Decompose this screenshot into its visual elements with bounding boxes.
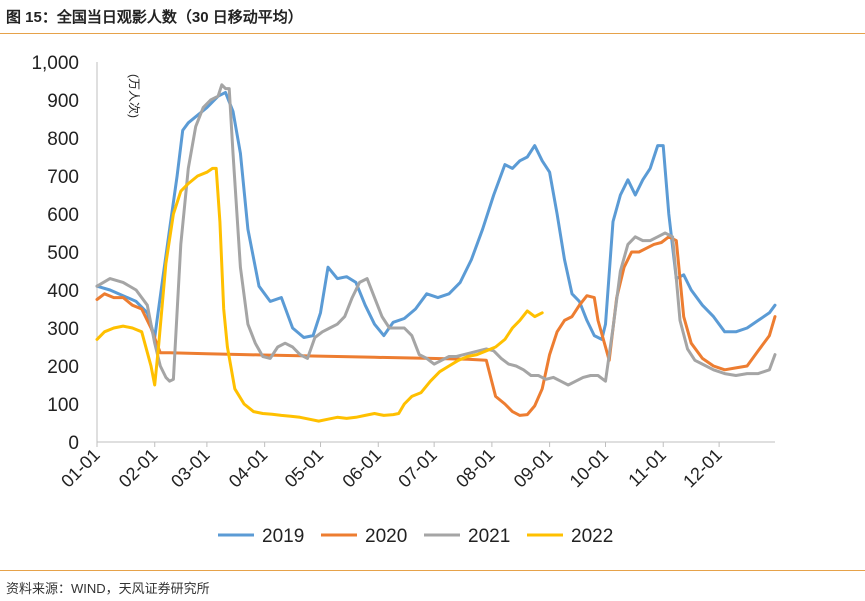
series-line-2020 (95, 235, 777, 417)
series-line-2019 (95, 90, 777, 341)
legend-label-2022: 2022 (571, 526, 613, 547)
source-note: 资料来源：WIND，天风证券研究所 (6, 581, 210, 596)
series-line-2022 (95, 166, 544, 423)
legend-label-2021: 2021 (468, 526, 510, 547)
y-tick-label: 900 (47, 91, 79, 112)
y-tick-label: 500 (47, 243, 79, 264)
y-tick-label: 600 (47, 205, 79, 226)
x-tick-label: 11-01 (624, 445, 670, 491)
x-tick-label: 08-01 (452, 445, 499, 492)
x-tick-label: 05-01 (281, 445, 328, 492)
y-tick-label: 200 (47, 357, 79, 378)
y-tick-label: 400 (47, 281, 79, 302)
y-tick-label: 0 (68, 433, 79, 454)
x-tick-label: 03-01 (167, 445, 214, 492)
y-unit-label: (万人次) (127, 74, 141, 118)
y-tick-label: 300 (47, 319, 79, 340)
x-tick-label: 01-01 (57, 445, 104, 492)
title-rule (0, 33, 865, 34)
x-tick-label: 09-01 (510, 445, 557, 492)
y-tick-label: 1,000 (31, 53, 79, 74)
y-tick-label: 100 (47, 395, 79, 416)
legend-label-2019: 2019 (262, 526, 304, 547)
x-tick-label: 07-01 (394, 445, 441, 492)
x-tick-label: 12-01 (679, 445, 726, 492)
series-line-2021 (95, 83, 777, 387)
x-tick-label: 04-01 (225, 445, 272, 492)
y-tick-label: 800 (47, 129, 79, 150)
figure-title: 图 15：全国当日观影人数（30 日移动平均） (6, 9, 303, 26)
y-tick-label: 700 (47, 167, 79, 188)
x-tick-label: 10-01 (566, 445, 613, 492)
x-tick-label: 02-01 (115, 445, 162, 492)
x-tick-label: 06-01 (338, 445, 385, 492)
source-rule (0, 570, 865, 571)
legend-label-2020: 2020 (365, 526, 407, 547)
